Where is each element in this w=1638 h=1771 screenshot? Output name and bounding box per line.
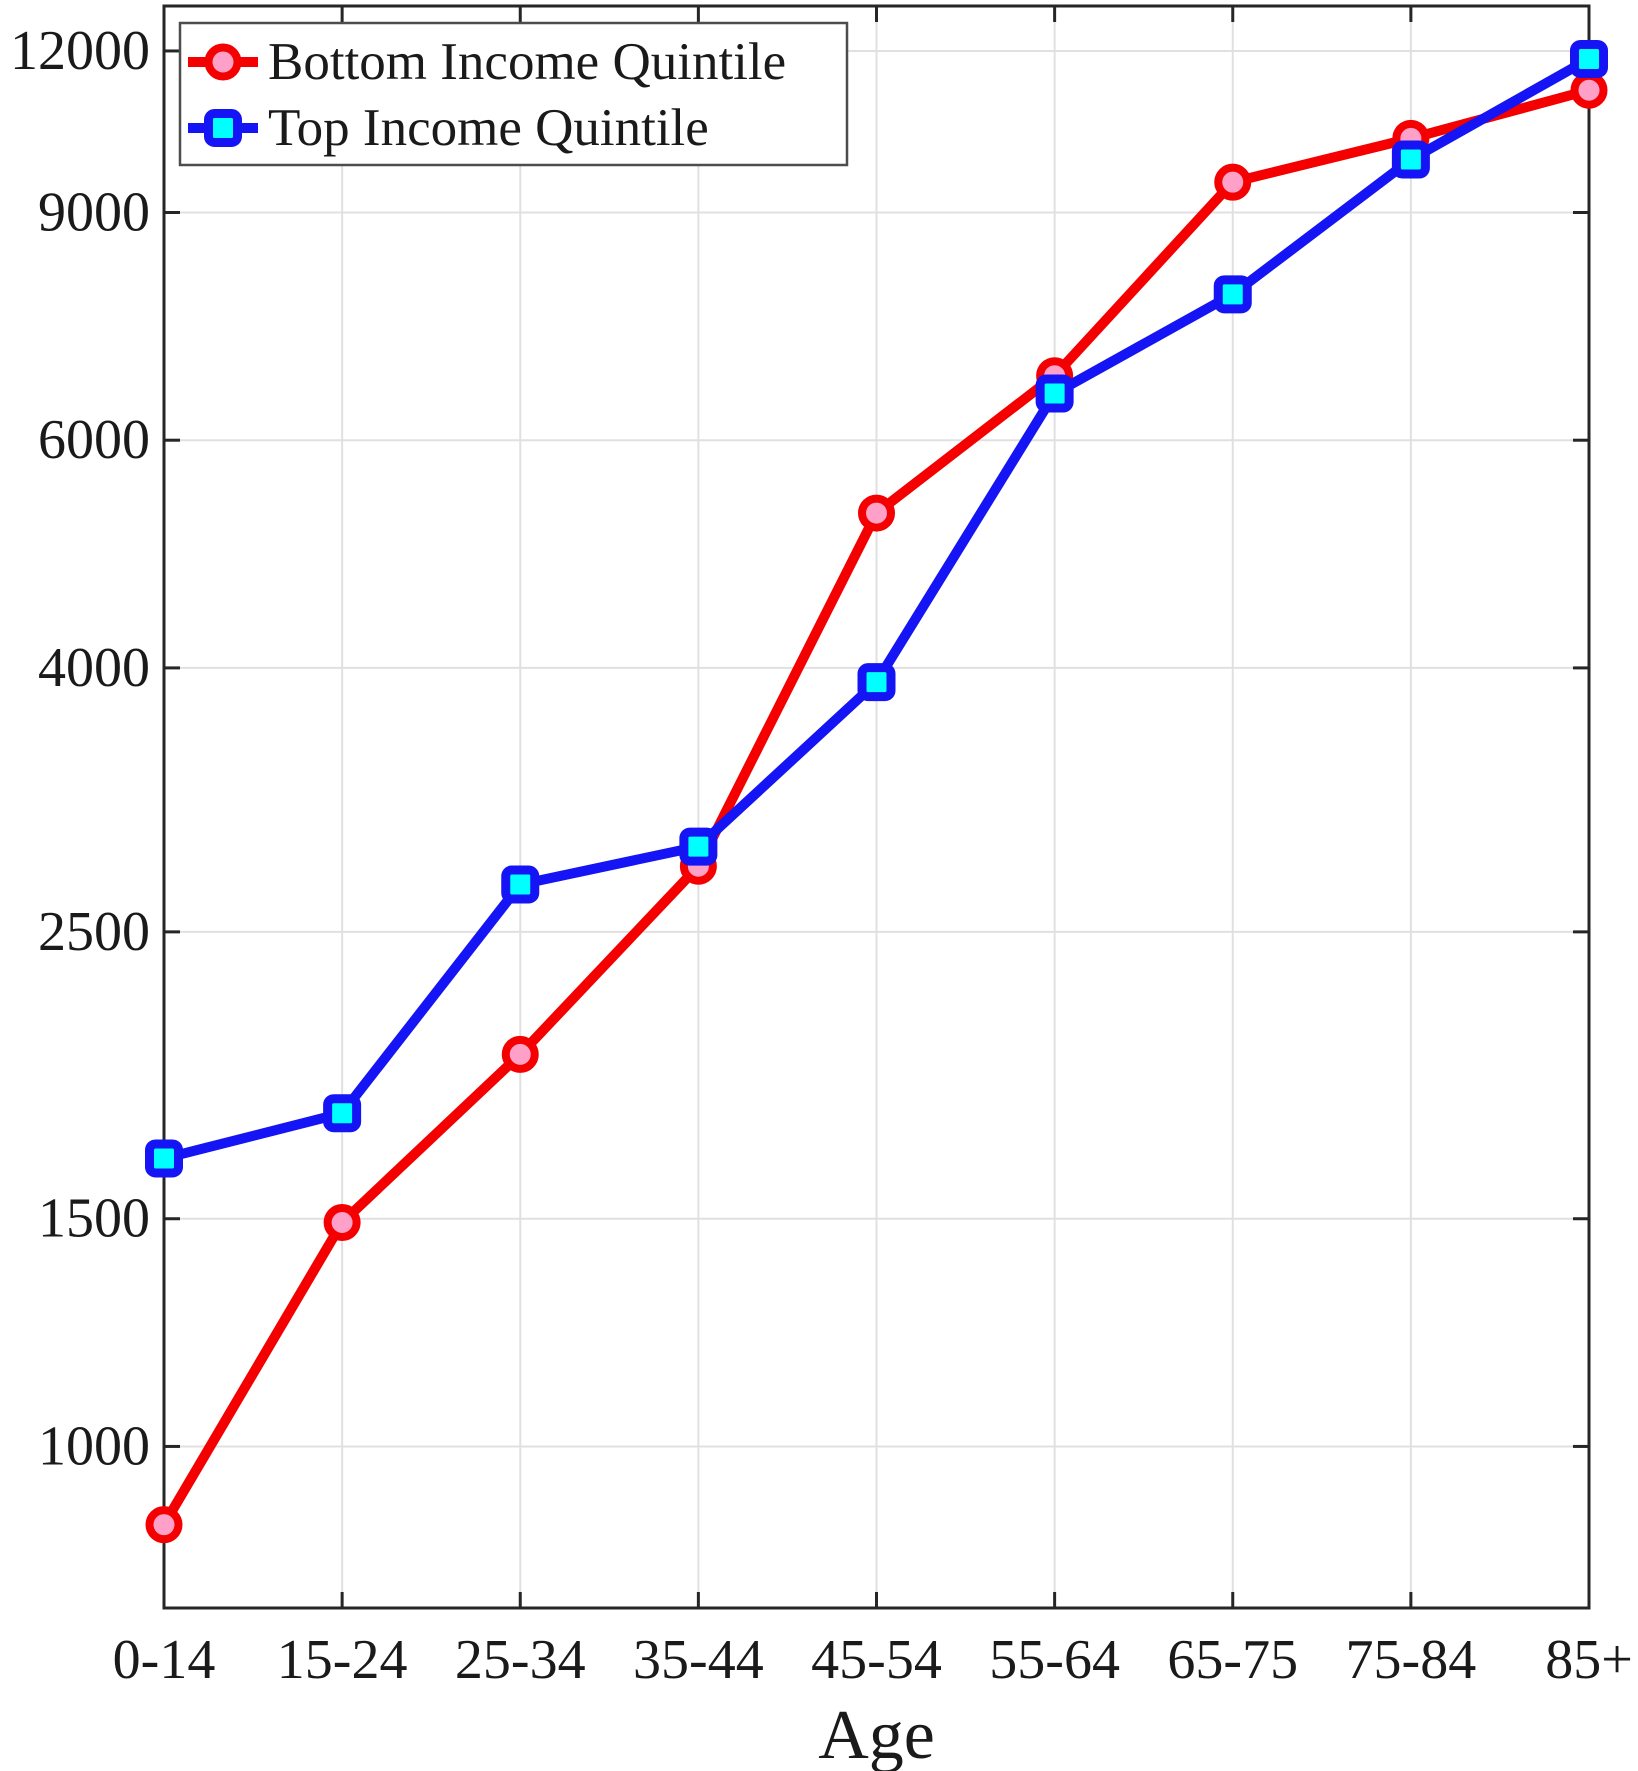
series-0-marker <box>1570 71 1608 109</box>
x-axis-label: Age <box>818 1697 935 1771</box>
series-1-marker <box>1391 140 1430 179</box>
x-tick-label: 35-44 <box>633 1629 764 1691</box>
y-tick-label: 2500 <box>38 901 150 963</box>
series-0-marker <box>323 1203 361 1241</box>
series-1-marker <box>1570 39 1608 78</box>
y-tick-label: 4000 <box>38 637 150 699</box>
x-tick-label: 65-75 <box>1167 1629 1298 1691</box>
y-tick-label: 12000 <box>10 20 150 82</box>
legend-label-1: Top Income Quintile <box>268 99 709 157</box>
legend-box <box>178 21 849 167</box>
y-tick-label: 6000 <box>38 409 150 471</box>
series-0-marker <box>501 1035 539 1073</box>
series-1-marker <box>145 1139 183 1178</box>
legend-label-0: Bottom Income Quintile <box>268 33 786 91</box>
series-0-marker <box>145 1506 183 1544</box>
x-tick-label: 75-84 <box>1346 1629 1477 1691</box>
x-tick-label: 55-64 <box>989 1629 1120 1691</box>
series-1-marker <box>323 1094 362 1133</box>
legend-marker-0 <box>204 43 242 81</box>
x-tick-label: 45-54 <box>811 1629 942 1691</box>
series-1-marker <box>501 865 540 904</box>
series-1-marker <box>679 827 718 866</box>
y-tick-label: 1500 <box>38 1188 150 1250</box>
legend-marker-1 <box>204 109 242 147</box>
series-0-marker <box>1214 163 1252 201</box>
series-1-marker <box>857 663 896 702</box>
series-1-marker <box>1035 374 1074 413</box>
x-tick-label: 25-34 <box>455 1629 586 1691</box>
y-tick-label: 1000 <box>38 1415 150 1477</box>
x-tick-label: 15-24 <box>277 1629 408 1691</box>
x-tick-label: 0-14 <box>113 1629 216 1691</box>
series-1-marker <box>1213 275 1252 314</box>
x-tick-label: 85+ <box>1545 1629 1633 1691</box>
y-tick-label: 9000 <box>38 182 150 244</box>
series-0-marker <box>858 494 895 532</box>
